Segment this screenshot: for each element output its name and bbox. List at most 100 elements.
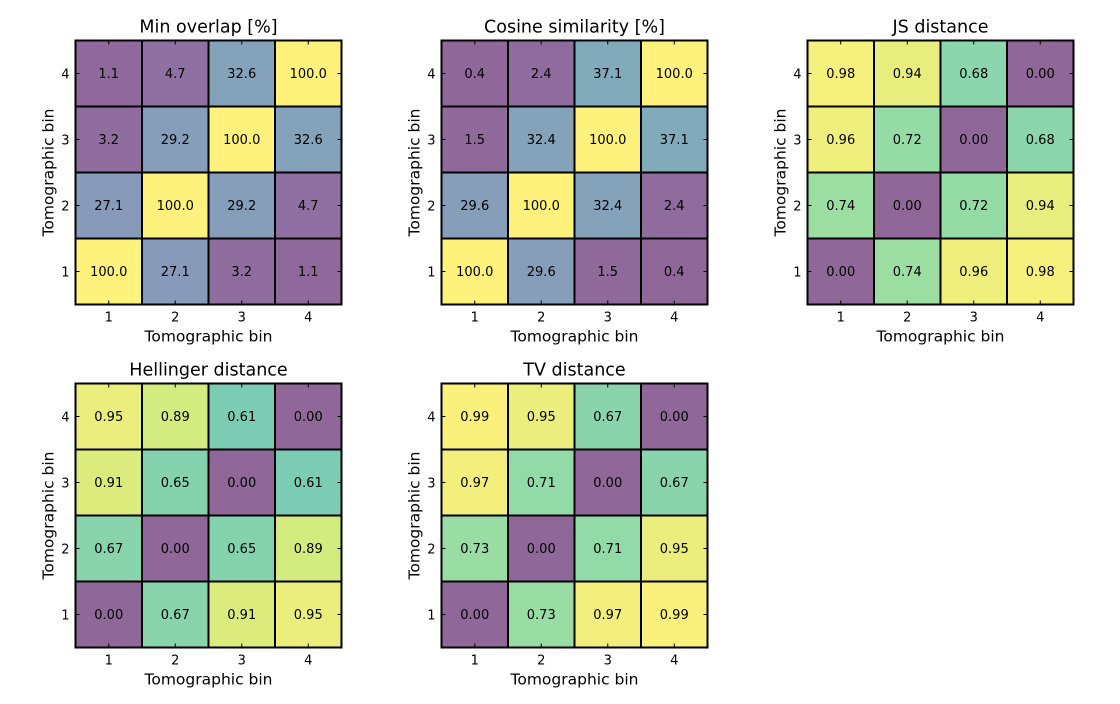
cell-value-label: 0.67 — [660, 476, 689, 491]
cell-value-label: 0.71 — [593, 542, 622, 557]
cell-value-label: 0.98 — [826, 67, 855, 82]
y-tick-label: 1 — [61, 609, 69, 624]
x-tick-label: 3 — [604, 654, 612, 669]
heatmap-cell — [141, 382, 210, 451]
cell-value-label: 1.1 — [98, 67, 119, 82]
cell-value-label: 0.95 — [527, 410, 556, 425]
heatmap-cell — [274, 39, 343, 108]
heatmap-cell — [74, 171, 143, 240]
y-axis-label: Tomographic bin — [406, 452, 424, 581]
x-tick-label: 4 — [304, 311, 312, 326]
cell-value-label: 0.67 — [161, 608, 190, 623]
chart-title: JS distance — [892, 18, 989, 38]
y-tick-label: 3 — [793, 134, 801, 149]
cell-value-label: 0.89 — [161, 410, 190, 425]
x-tick-label: 2 — [171, 654, 179, 669]
cell-value-label: 2.4 — [664, 199, 685, 214]
cell-value-label: 32.4 — [593, 199, 622, 214]
x-tick-label: 3 — [604, 311, 612, 326]
y-tick-label: 2 — [427, 200, 435, 215]
y-tick-label: 4 — [61, 411, 69, 426]
y-tick-label: 4 — [427, 411, 435, 426]
cell-value-label: 29.6 — [460, 199, 489, 214]
cell-value-label: 0.98 — [1026, 265, 1055, 280]
axes-frame — [806, 39, 1075, 306]
y-tick-label: 2 — [61, 200, 69, 215]
cell-value-label: 100.0 — [223, 133, 260, 148]
heatmap-cell — [873, 105, 942, 174]
heatmap-cell — [873, 237, 942, 306]
axes-frame — [74, 39, 343, 306]
y-axis-label: Tomographic bin — [40, 109, 58, 238]
x-axis-label: Tomographic bin — [510, 671, 639, 689]
heatmap-cell — [640, 448, 709, 517]
cell-value-label: 27.1 — [161, 265, 190, 280]
cell-value-label: 0.73 — [460, 542, 489, 557]
cell-value-label: 0.89 — [294, 542, 323, 557]
cell-value-label: 0.00 — [294, 410, 323, 425]
cell-value-label: 0.68 — [1026, 133, 1055, 148]
heatmap-cell — [141, 105, 210, 174]
heatmap-panel: 0.00 0.74 0.96 0.98 0.74 0.00 0.72 0.94 0.96 0.72… — [772, 18, 1075, 346]
cell-value-label: 0.71 — [527, 476, 556, 491]
x-tick-label: 4 — [304, 654, 312, 669]
cell-value-label: 0.00 — [161, 542, 190, 557]
cell-value-label: 0.99 — [460, 410, 489, 425]
x-axis-label: Tomographic bin — [144, 671, 273, 689]
heatmap-cell — [573, 448, 642, 517]
heatmap-panel: 100.0 27.1 3.2 1.1 27.1 100.0 29.2 4.7 3.2 29.2 10… — [40, 18, 343, 346]
x-axis-label: Tomographic bin — [510, 328, 639, 346]
cell-value-label: 3.2 — [98, 133, 119, 148]
x-tick-label: 4 — [670, 654, 678, 669]
x-tick-label: 3 — [970, 311, 978, 326]
chart-title: Hellinger distance — [129, 361, 287, 381]
cell-value-label: 100.0 — [589, 133, 626, 148]
x-tick-label: 4 — [670, 311, 678, 326]
axes-frame — [440, 382, 709, 649]
cell-value-label: 0.00 — [94, 608, 123, 623]
axes-frame — [440, 39, 709, 306]
heatmap-cell — [507, 39, 576, 108]
heatmap-cell — [806, 105, 875, 174]
x-axis-label: Tomographic bin — [876, 328, 1005, 346]
heatmap-cell — [507, 514, 576, 583]
heatmap-cell — [939, 171, 1008, 240]
heatmap-cell — [640, 580, 709, 649]
heatmap-cell — [141, 171, 210, 240]
cell-value-label: 0.91 — [227, 608, 256, 623]
cell-value-label: 1.5 — [597, 265, 618, 280]
cell-value-label: 0.99 — [660, 608, 689, 623]
cell-value-label: 0.97 — [460, 476, 489, 491]
y-tick-label: 3 — [427, 134, 435, 149]
cell-value-label: 2.4 — [531, 67, 552, 82]
cell-value-label: 0.96 — [959, 265, 988, 280]
cell-value-label: 0.95 — [294, 608, 323, 623]
heatmap-panel: 0.00 0.67 0.91 0.95 0.67 0.00 0.65 0.89 0.91 0.65… — [40, 361, 343, 689]
cell-value-label: 0.4 — [464, 67, 485, 82]
heatmap-cell — [1006, 171, 1075, 240]
cell-value-label: 0.61 — [227, 410, 256, 425]
x-tick-label: 1 — [105, 311, 113, 326]
cell-value-label: 100.0 — [456, 265, 493, 280]
cell-value-label: 0.67 — [593, 410, 622, 425]
heatmap-cell — [573, 237, 642, 306]
heatmap-cell — [939, 39, 1008, 108]
cell-value-label: 0.91 — [94, 476, 123, 491]
x-tick-label: 1 — [471, 311, 479, 326]
cell-value-label: 4.7 — [165, 67, 186, 82]
cell-value-label: 37.1 — [660, 133, 689, 148]
heatmap-cell — [274, 382, 343, 451]
heatmap-cell — [74, 39, 143, 108]
x-tick-label: 2 — [537, 654, 545, 669]
chart-title: TV distance — [522, 361, 625, 381]
cell-value-label: 29.2 — [227, 199, 256, 214]
x-tick-label: 1 — [471, 654, 479, 669]
y-tick-label: 2 — [427, 543, 435, 558]
heatmap-panel: 100.0 29.6 1.5 0.429.6 100.0 32.4 2.41.5 32.4 10… — [406, 18, 709, 346]
cell-value-label: 0.00 — [893, 199, 922, 214]
y-tick-label: 1 — [427, 609, 435, 624]
cell-value-label: 100.0 — [523, 199, 560, 214]
heatmap-cell — [141, 514, 210, 583]
heatmap-panel: 0.00 0.73 0.97 0.99 0.73 0.00 0.71 0.95 0.97 0.71… — [406, 361, 709, 689]
heatmap-cell — [573, 382, 642, 451]
